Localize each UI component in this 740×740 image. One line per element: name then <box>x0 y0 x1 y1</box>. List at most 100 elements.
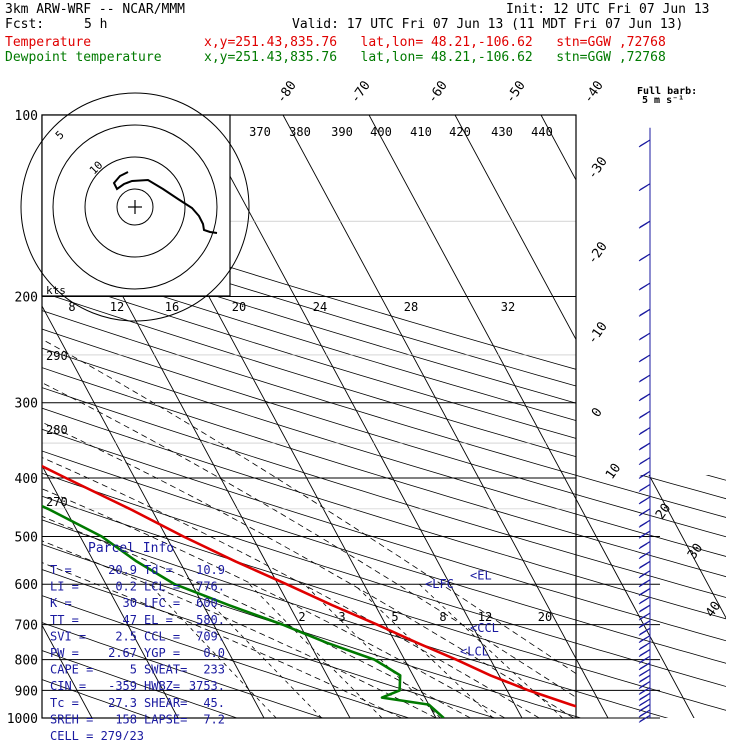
wind-barb-flag <box>638 700 648 707</box>
wind-barb-flag <box>638 677 648 683</box>
parcel-info-value: 20.9 <box>108 563 137 577</box>
wind-barb <box>638 704 651 712</box>
hodograph-unit-label: kts <box>46 284 66 297</box>
isotherm-label: -10 <box>585 319 611 347</box>
wind-barb <box>638 635 651 644</box>
wind-barb-flag <box>638 510 648 517</box>
parcel-info-value: 27.3 <box>108 696 137 710</box>
parcel-level-label: <CCL <box>470 621 499 635</box>
isotherm-label: -20 <box>585 239 611 267</box>
wind-barb-flag <box>638 711 648 718</box>
parcel-info-value: 47 <box>123 613 137 627</box>
mixing-ratio-label: 20 <box>538 610 552 624</box>
dry-adiabat-line <box>42 115 726 718</box>
wind-barb <box>638 674 651 683</box>
isotherm-label: -30 <box>585 154 611 182</box>
pressure-tick-label: 400 <box>15 472 38 487</box>
dry-adiabat-line <box>42 115 726 718</box>
mixing-ratio-label: 12 <box>478 610 492 624</box>
speed-axis-label: 24 <box>313 300 327 314</box>
dewpoint-location: x,y=251.43,835.76 lat,lon= 48.21,-106.62… <box>204 50 666 65</box>
wind-barb <box>638 620 651 629</box>
isotherm-line <box>533 115 726 718</box>
parcel-info-value: 0.2 <box>115 580 137 594</box>
wind-barb-flag <box>638 689 648 695</box>
mixing-ratio-label: 2 <box>298 610 305 624</box>
parcel-info-value: 580. <box>196 613 225 627</box>
parcel-info-key: Tc = <box>50 696 79 710</box>
parcel-info-value: 709. <box>196 629 225 643</box>
speed-axis-label: 16 <box>165 300 179 314</box>
speed-axis-label: 32 <box>501 300 515 314</box>
wind-barb-flag <box>638 590 648 596</box>
parcel-info-value: -359 <box>108 679 137 693</box>
parcel-info-key: YGP = <box>144 646 180 660</box>
parcel-info-key: PW = <box>50 646 79 660</box>
isotherm-label: -60 <box>425 78 451 106</box>
temperature-label: Temperature <box>5 35 92 50</box>
parcel-level-label: <LCL <box>460 645 489 659</box>
wind-barb <box>638 560 651 569</box>
theta-label: 370 <box>249 125 271 139</box>
wind-barb <box>638 508 651 517</box>
parcel-info-key: Td = <box>144 563 173 577</box>
wind-barb <box>638 393 651 402</box>
parcel-info-value: 158 <box>115 712 137 726</box>
isotherm-line <box>275 115 616 718</box>
wind-barb <box>638 714 651 723</box>
parcel-info-key: SWEAT= <box>144 663 187 677</box>
hodograph-ring <box>84 156 186 258</box>
wind-barb <box>638 139 651 148</box>
mixing-ratio-line <box>419 583 563 718</box>
wind-barb-flag <box>638 376 648 383</box>
wind-barb <box>638 282 651 291</box>
barb-legend-value: 5 m s⁻¹ <box>642 95 684 106</box>
wind-barb-flag <box>638 334 648 341</box>
isotherm-label: 0 <box>589 405 606 420</box>
wind-barb-flag <box>638 498 648 505</box>
mixing-ratio-label: 3 <box>338 610 345 624</box>
isotherm-label: -70 <box>348 78 374 106</box>
dry-adiabat-line <box>42 115 189 718</box>
pressure-tick-label: 800 <box>15 654 38 669</box>
theta-side-label: 270 <box>46 495 68 509</box>
pressure-tick-label: 500 <box>15 530 38 545</box>
parcel-info-key: SHEAR= <box>144 696 187 710</box>
dry-adiabat-line <box>42 115 726 718</box>
dry-adiabats <box>42 115 726 718</box>
wind-barb <box>638 642 651 651</box>
plot-frame <box>41 114 577 719</box>
speed-axis-label: 12 <box>110 300 124 314</box>
parcel-info-value: 2.67 <box>108 646 137 660</box>
dry-adiabat-line <box>42 115 726 718</box>
dry-adiabat-line <box>42 115 726 718</box>
parcel-level-markers: <EL <LFC <CCL <LCL <box>425 568 499 658</box>
dry-adiabat-line <box>42 115 712 718</box>
hodograph-trace <box>112 171 218 234</box>
parcel-info-key: CIN = <box>50 679 86 693</box>
wind-barb <box>638 668 651 677</box>
parcel-info-value: 5 <box>130 663 137 677</box>
parcel-info-key: CCL = <box>144 629 180 643</box>
wind-barb <box>638 541 651 550</box>
wind-barb-flag <box>638 486 648 492</box>
parcel-info-value: 45. <box>203 696 225 710</box>
dry-adiabat-line <box>42 115 726 718</box>
barb-legend-title: Full barb: <box>637 86 697 97</box>
dry-adiabat-line <box>42 115 726 718</box>
isotherm-line <box>42 115 272 718</box>
theta-label: 410 <box>410 125 432 139</box>
parcel-info-key: T = <box>50 563 72 577</box>
isotherm-label: 40 <box>703 599 724 620</box>
wind-barb <box>638 410 651 419</box>
wind-barb-flag <box>638 310 648 317</box>
wind-barb <box>638 457 651 466</box>
dry-adiabat-line <box>42 115 450 718</box>
wind-barbs <box>638 127 651 723</box>
wind-barb-flag <box>638 553 648 560</box>
wind-barb-flag <box>638 670 648 677</box>
wind-barb-flag <box>638 532 648 539</box>
wind-barb-flag <box>638 694 648 701</box>
wind-barb <box>638 374 651 383</box>
